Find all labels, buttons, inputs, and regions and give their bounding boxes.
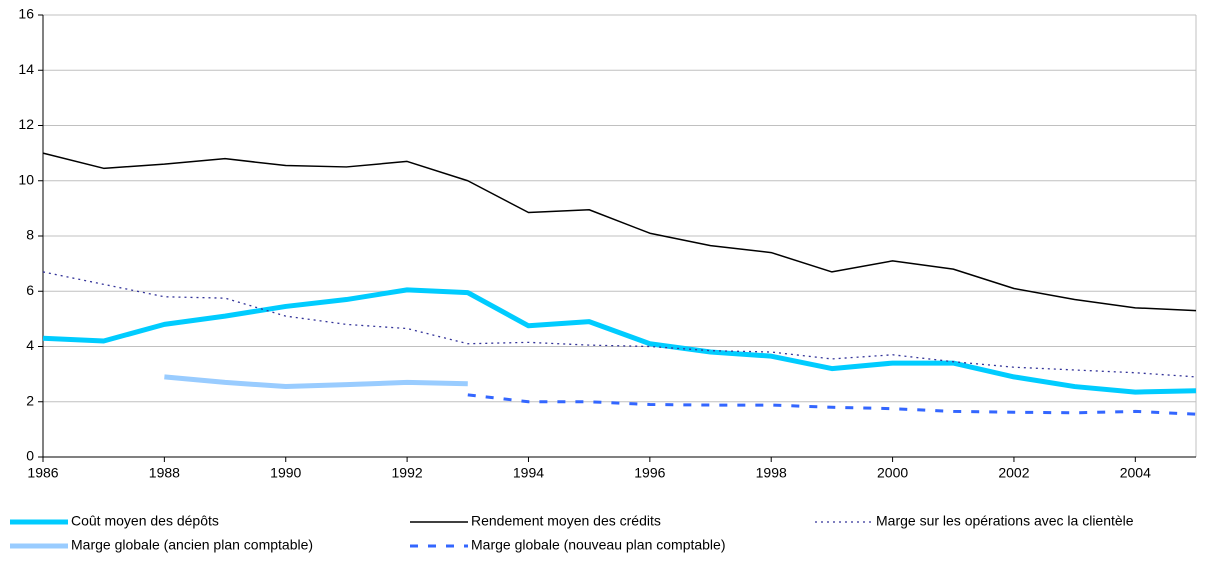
x-tick-label: 1988 (149, 465, 180, 481)
x-tick-label: 1992 (392, 465, 423, 481)
y-tick-label: 0 (26, 448, 34, 464)
y-tick-label: 6 (26, 282, 34, 298)
legend-label: Marge globale (ancien plan comptable) (71, 537, 313, 553)
y-tick-label: 16 (18, 6, 34, 22)
x-tick-label: 2004 (1120, 465, 1151, 481)
x-tick-label: 1994 (513, 465, 544, 481)
y-tick-label: 8 (26, 227, 34, 243)
legend-label: Marge sur les opérations avec la clientè… (876, 513, 1134, 529)
x-tick-label: 1986 (27, 465, 58, 481)
legend-label: Marge globale (nouveau plan comptable) (471, 537, 726, 553)
series-line (467, 393, 1197, 416)
y-tick-label: 10 (18, 171, 34, 187)
series-line (164, 374, 468, 390)
y-tick-label: 4 (26, 337, 34, 353)
series-line (42, 152, 1197, 312)
y-tick-label: 12 (18, 116, 34, 132)
x-tick-label: 1996 (634, 465, 665, 481)
x-tick-label: 1998 (756, 465, 787, 481)
series-line (42, 271, 1197, 378)
x-tick-label: 2000 (877, 465, 908, 481)
x-tick-label: 1990 (270, 465, 301, 481)
legend-label: Coût moyen des dépôts (71, 513, 219, 529)
legend-label: Rendement moyen des crédits (471, 513, 661, 529)
y-tick-label: 2 (26, 392, 34, 408)
series-line (42, 287, 1197, 395)
x-tick-label: 2002 (998, 465, 1029, 481)
y-tick-label: 14 (18, 61, 34, 77)
